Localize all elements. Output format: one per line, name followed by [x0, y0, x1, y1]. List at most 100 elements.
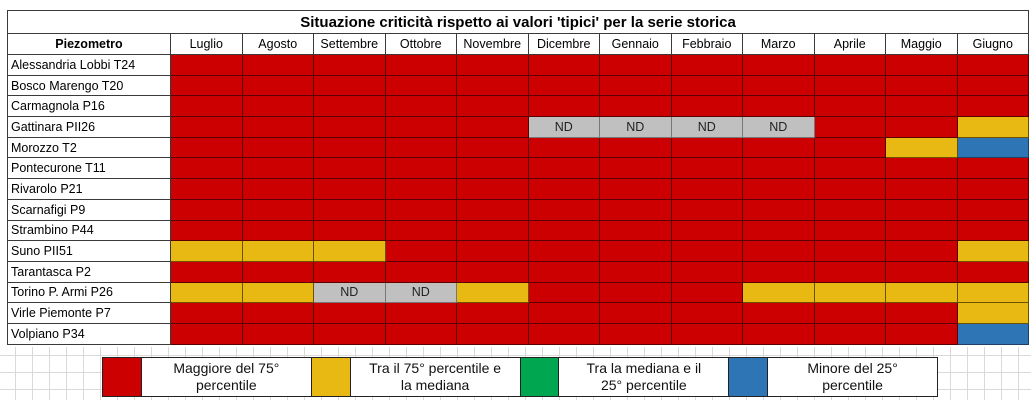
table-row: Pontecurone T11 — [7, 157, 1030, 180]
legend-label: Tra il 75° percentile e la mediana — [351, 358, 521, 396]
status-cell — [813, 198, 886, 221]
status-cell — [384, 74, 457, 97]
table-row: Virle Piemonte P7 — [7, 302, 1030, 324]
status-cell — [742, 198, 815, 221]
status-cell-nd: ND — [313, 281, 386, 304]
status-cell — [456, 95, 529, 118]
status-cell — [670, 178, 743, 200]
status-cell — [670, 136, 743, 159]
column-header-ottobre: Ottobre — [384, 33, 457, 55]
status-cell — [241, 219, 314, 242]
criticality-table: Situazione criticità rispetto ai valori … — [6, 10, 1030, 345]
status-cell — [670, 302, 743, 324]
status-cell — [813, 54, 886, 76]
status-cell — [813, 281, 886, 304]
status-cell — [885, 136, 958, 159]
status-cell — [527, 178, 600, 200]
table-row: Rivarolo P21 — [7, 178, 1030, 200]
status-cell — [599, 136, 672, 159]
status-cell — [384, 157, 457, 180]
column-header-novembre: Novembre — [456, 33, 529, 55]
legend-label: Minore del 25° percentile — [807, 360, 898, 393]
status-cell — [813, 260, 886, 283]
status-cell — [384, 260, 457, 283]
status-cell — [885, 260, 958, 283]
status-cell — [241, 74, 314, 97]
status-cell — [885, 157, 958, 180]
column-header-aprile: Aprile — [813, 33, 886, 55]
table-row: Torino P. Armi P26 ND ND — [7, 281, 1030, 304]
piezometer-name: Volpiano P34 — [7, 322, 171, 345]
status-cell — [956, 198, 1030, 221]
status-cell — [527, 136, 600, 159]
status-cell — [599, 219, 672, 242]
table-row: Tarantasca P2 — [7, 260, 1030, 283]
status-cell — [170, 260, 243, 283]
status-cell — [527, 157, 600, 180]
status-cell — [885, 240, 958, 262]
status-cell — [742, 281, 815, 304]
status-cell — [170, 54, 243, 76]
status-cell — [742, 219, 815, 242]
legend-swatch — [103, 358, 142, 396]
piezometer-name: Gattinara PII26 — [7, 116, 171, 138]
status-cell — [956, 302, 1030, 324]
status-cell — [956, 240, 1030, 262]
legend-swatch — [311, 358, 351, 396]
status-cell — [241, 157, 314, 180]
piezometer-name: Torino P. Armi P26 — [7, 281, 171, 304]
table-row: Suno PII51 — [7, 240, 1030, 262]
status-cell — [170, 219, 243, 242]
status-cell — [456, 302, 529, 324]
status-cell — [384, 322, 457, 345]
status-cell — [456, 74, 529, 97]
status-cell — [885, 95, 958, 118]
status-cell — [599, 157, 672, 180]
status-cell — [384, 116, 457, 138]
status-cell — [885, 54, 958, 76]
status-cell — [170, 302, 243, 324]
status-cell — [742, 260, 815, 283]
status-cell — [170, 322, 243, 345]
column-header-dicembre: Dicembre — [527, 33, 600, 55]
column-header-agosto: Agosto — [241, 33, 314, 55]
status-cell — [599, 95, 672, 118]
status-cell — [956, 322, 1030, 345]
table-row: Strambino P44 — [7, 219, 1030, 242]
status-cell — [742, 322, 815, 345]
status-cell — [885, 302, 958, 324]
status-cell — [599, 54, 672, 76]
status-cell — [885, 74, 958, 97]
status-cell — [956, 136, 1030, 159]
status-cell — [527, 302, 600, 324]
status-cell — [813, 322, 886, 345]
status-cell — [313, 240, 386, 262]
status-cell — [527, 95, 600, 118]
status-cell-nd: ND — [599, 116, 672, 138]
status-cell — [813, 302, 886, 324]
status-cell — [456, 281, 529, 304]
status-cell — [241, 302, 314, 324]
status-cell — [813, 219, 886, 242]
status-cell — [956, 281, 1030, 304]
table-row: Morozzo T2 — [7, 136, 1030, 159]
status-cell — [956, 157, 1030, 180]
status-cell — [241, 116, 314, 138]
status-cell — [813, 136, 886, 159]
status-cell — [313, 157, 386, 180]
piezometer-name: Bosco Marengo T20 — [7, 74, 171, 97]
status-cell — [170, 116, 243, 138]
status-cell — [670, 240, 743, 262]
status-cell — [170, 178, 243, 200]
status-cell — [599, 178, 672, 200]
status-cell — [384, 136, 457, 159]
piezometer-name: Suno PII51 — [7, 240, 171, 262]
status-cell — [384, 240, 457, 262]
piezometer-name: Carmagnola P16 — [7, 95, 171, 118]
status-cell — [241, 281, 314, 304]
status-cell — [170, 281, 243, 304]
status-cell — [670, 54, 743, 76]
status-cell — [241, 95, 314, 118]
status-cell — [313, 74, 386, 97]
status-cell — [313, 54, 386, 76]
